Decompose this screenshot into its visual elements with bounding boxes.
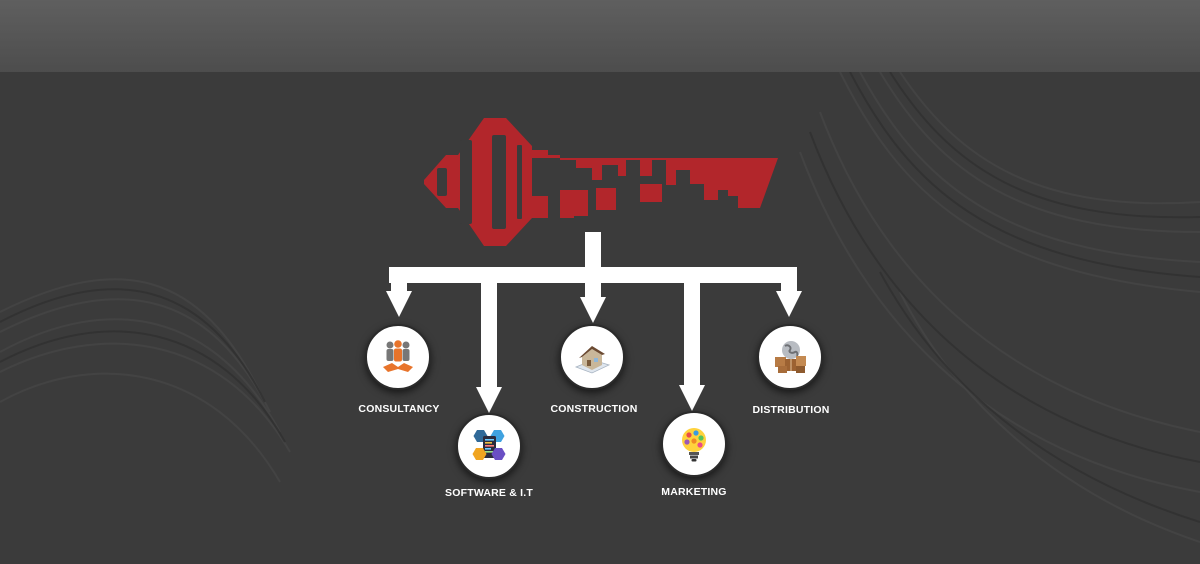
consultancy-node[interactable]	[365, 324, 431, 390]
software-it-node[interactable]	[456, 413, 522, 479]
top-band	[0, 0, 1200, 72]
distribution-node[interactable]	[757, 324, 823, 390]
distribution-label: DISTRIBUTION	[752, 404, 830, 416]
connector-lines	[386, 232, 802, 413]
background-swirl	[0, 72, 1200, 543]
programming-languages-icon	[472, 430, 506, 460]
construction-label: CONSTRUCTION	[550, 403, 638, 415]
consultancy-label: CONSULTANCY	[358, 403, 440, 415]
construction-node[interactable]	[559, 324, 625, 390]
marketing-label: MARKETING	[661, 486, 727, 498]
handshake-team-icon	[383, 340, 413, 372]
lightbulb-apps-icon	[682, 428, 706, 462]
marketing-node[interactable]	[661, 411, 727, 477]
globe-boxes-icon	[775, 341, 806, 373]
house-blueprint-icon	[574, 346, 611, 374]
city-key-logo	[424, 118, 778, 246]
software-it-label: SOFTWARE & I.T	[445, 487, 533, 499]
